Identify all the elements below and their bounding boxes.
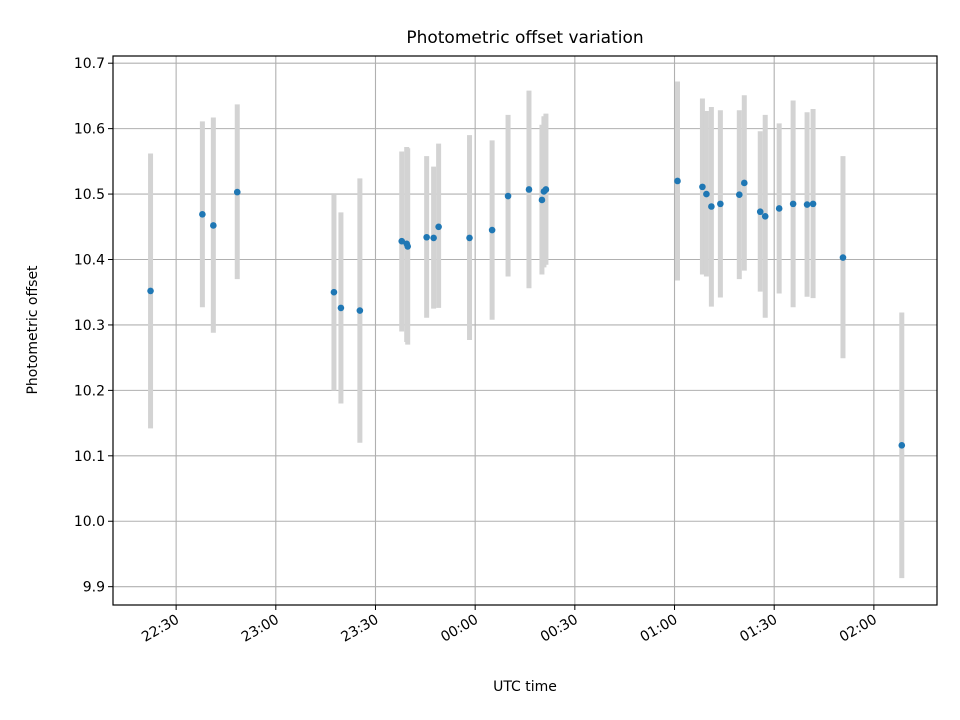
data-point xyxy=(810,201,817,208)
data-point xyxy=(357,307,364,314)
data-point xyxy=(199,211,206,218)
data-point xyxy=(435,223,442,230)
data-point xyxy=(717,201,724,208)
figure-background xyxy=(0,0,960,720)
data-point xyxy=(331,289,338,296)
y-tick-label: 10.7 xyxy=(74,56,105,72)
data-point xyxy=(489,227,496,234)
data-point xyxy=(430,235,437,242)
data-point xyxy=(804,201,811,208)
data-point xyxy=(539,197,546,204)
chart-title: Photometric offset variation xyxy=(406,28,643,48)
data-point xyxy=(762,213,769,220)
data-point xyxy=(898,442,905,449)
data-point xyxy=(708,203,715,210)
y-tick-label: 10.5 xyxy=(74,187,105,203)
y-tick-label: 10.3 xyxy=(74,318,105,334)
y-tick-label: 10.6 xyxy=(74,122,105,138)
data-point xyxy=(776,205,783,212)
x-axis-label: UTC time xyxy=(493,679,557,695)
data-point xyxy=(505,193,512,200)
data-point xyxy=(741,180,748,187)
data-point xyxy=(699,184,706,191)
data-point xyxy=(543,186,550,193)
y-tick-label: 9.9 xyxy=(83,580,105,596)
y-tick-label: 10.4 xyxy=(74,253,105,269)
data-point xyxy=(703,191,710,198)
data-point xyxy=(757,208,764,215)
y-tick-label: 10.1 xyxy=(74,449,105,465)
data-point xyxy=(466,235,473,242)
data-point xyxy=(790,201,797,208)
data-point xyxy=(736,191,743,198)
y-axis-label: Photometric offset xyxy=(25,265,41,395)
data-point xyxy=(234,189,241,196)
data-point xyxy=(338,305,345,312)
data-point xyxy=(404,243,411,250)
data-point xyxy=(147,288,154,295)
y-tick-label: 10.2 xyxy=(74,383,105,399)
data-point xyxy=(674,178,681,185)
data-point xyxy=(423,234,430,241)
data-point xyxy=(526,186,533,193)
y-tick-label: 10.0 xyxy=(74,514,105,530)
data-point xyxy=(840,254,847,261)
chart-figure: 22:30 23:00 23:30 00:00 00:30 01:00 01:30 02:00… xyxy=(0,0,960,720)
data-point xyxy=(210,222,217,229)
